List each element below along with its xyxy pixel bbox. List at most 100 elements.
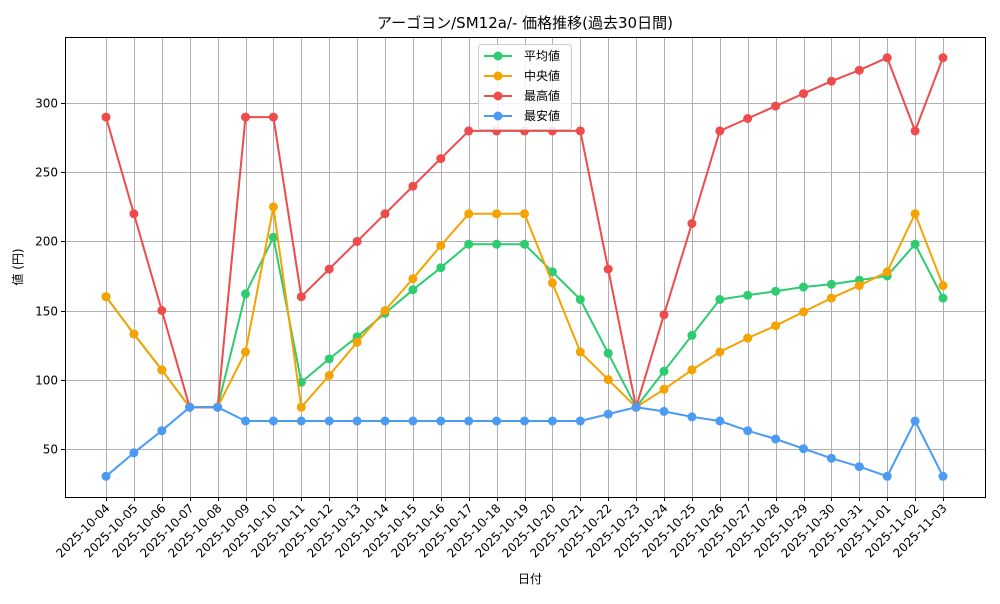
data-point	[241, 347, 250, 357]
data-point	[715, 126, 725, 136]
y-tick-label: 150	[35, 305, 58, 319]
data-point	[743, 290, 753, 300]
legend-label: 中央値	[524, 68, 560, 83]
data-point	[380, 209, 390, 219]
data-point	[771, 321, 781, 331]
legend-item: 最安値	[484, 108, 560, 123]
data-point	[659, 310, 669, 320]
series-path	[105, 205, 944, 409]
data-point	[826, 453, 836, 463]
data-point	[575, 347, 585, 357]
data-point	[380, 306, 390, 315]
legend-item: 中央値	[484, 68, 560, 83]
data-point	[436, 154, 446, 164]
data-point	[101, 112, 111, 122]
data-point	[799, 307, 808, 317]
data-point	[324, 370, 334, 380]
data-point	[464, 239, 474, 249]
data-point	[659, 366, 669, 376]
chart-title: アーゴヨン/SM12a/- 価格推移(過去30日間)	[377, 14, 673, 32]
legend-marker-icon	[493, 91, 503, 101]
y-axis-ticks: 50 100 150 200 250 300	[35, 97, 65, 457]
data-point	[771, 101, 781, 111]
data-point	[799, 282, 808, 292]
legend-label: 最高値	[524, 88, 560, 103]
y-tick-label: 200	[35, 235, 58, 249]
data-point	[743, 426, 753, 436]
legend-marker-icon	[493, 71, 503, 81]
data-point	[408, 181, 418, 191]
data-point	[659, 384, 669, 394]
data-point	[826, 293, 836, 303]
data-point	[324, 354, 334, 364]
data-point	[268, 202, 278, 212]
data-point	[715, 347, 725, 357]
legend-label: 最安値	[524, 108, 560, 123]
data-point	[492, 239, 502, 249]
data-point	[687, 330, 697, 340]
legend-marker-icon	[493, 51, 503, 61]
data-point	[213, 402, 223, 412]
series-lines	[101, 53, 948, 481]
legend-marker-icon	[493, 111, 503, 121]
data-point	[296, 416, 306, 426]
data-point	[520, 209, 529, 219]
data-point	[715, 416, 725, 426]
y-axis-label: 値 (円)	[10, 248, 25, 285]
data-point	[296, 292, 306, 302]
data-point	[910, 239, 920, 249]
legend-label: 平均値	[524, 48, 560, 63]
data-point	[547, 267, 557, 277]
data-point	[436, 416, 446, 426]
data-point	[938, 471, 948, 481]
data-point	[129, 329, 139, 339]
data-point	[826, 279, 836, 289]
data-point	[241, 112, 250, 122]
data-point	[157, 365, 167, 375]
data-point	[352, 337, 362, 347]
data-point	[324, 416, 334, 426]
data-point	[938, 53, 948, 63]
data-point	[464, 209, 474, 219]
data-point	[492, 416, 502, 426]
data-point	[436, 241, 446, 251]
data-point	[380, 416, 390, 426]
data-point	[659, 406, 669, 416]
data-point	[157, 426, 167, 436]
data-point	[575, 295, 585, 304]
data-point	[687, 365, 697, 375]
data-point	[799, 444, 808, 454]
data-point	[241, 416, 250, 426]
data-point	[882, 471, 892, 481]
data-point	[854, 65, 864, 75]
y-tick-label: 100	[35, 374, 58, 388]
data-point	[687, 412, 697, 422]
data-point	[324, 264, 334, 274]
data-point	[520, 416, 529, 426]
data-point	[938, 281, 948, 291]
data-point	[799, 89, 808, 99]
data-point	[575, 126, 585, 136]
data-point	[575, 416, 585, 426]
data-point	[296, 402, 306, 412]
data-point	[743, 114, 753, 123]
data-point	[464, 126, 474, 136]
data-point	[547, 278, 557, 288]
data-point	[352, 416, 362, 426]
data-point	[157, 306, 167, 315]
data-point	[603, 409, 613, 419]
y-tick-label: 250	[35, 166, 58, 180]
data-point	[464, 416, 474, 426]
data-point	[603, 348, 613, 358]
data-point	[101, 292, 111, 302]
data-point	[938, 293, 948, 303]
series-line	[101, 402, 948, 481]
data-point	[547, 416, 557, 426]
data-point	[492, 209, 502, 219]
y-tick-label: 300	[35, 97, 58, 111]
data-point	[910, 126, 920, 136]
data-point	[129, 209, 139, 219]
data-point	[436, 263, 446, 273]
